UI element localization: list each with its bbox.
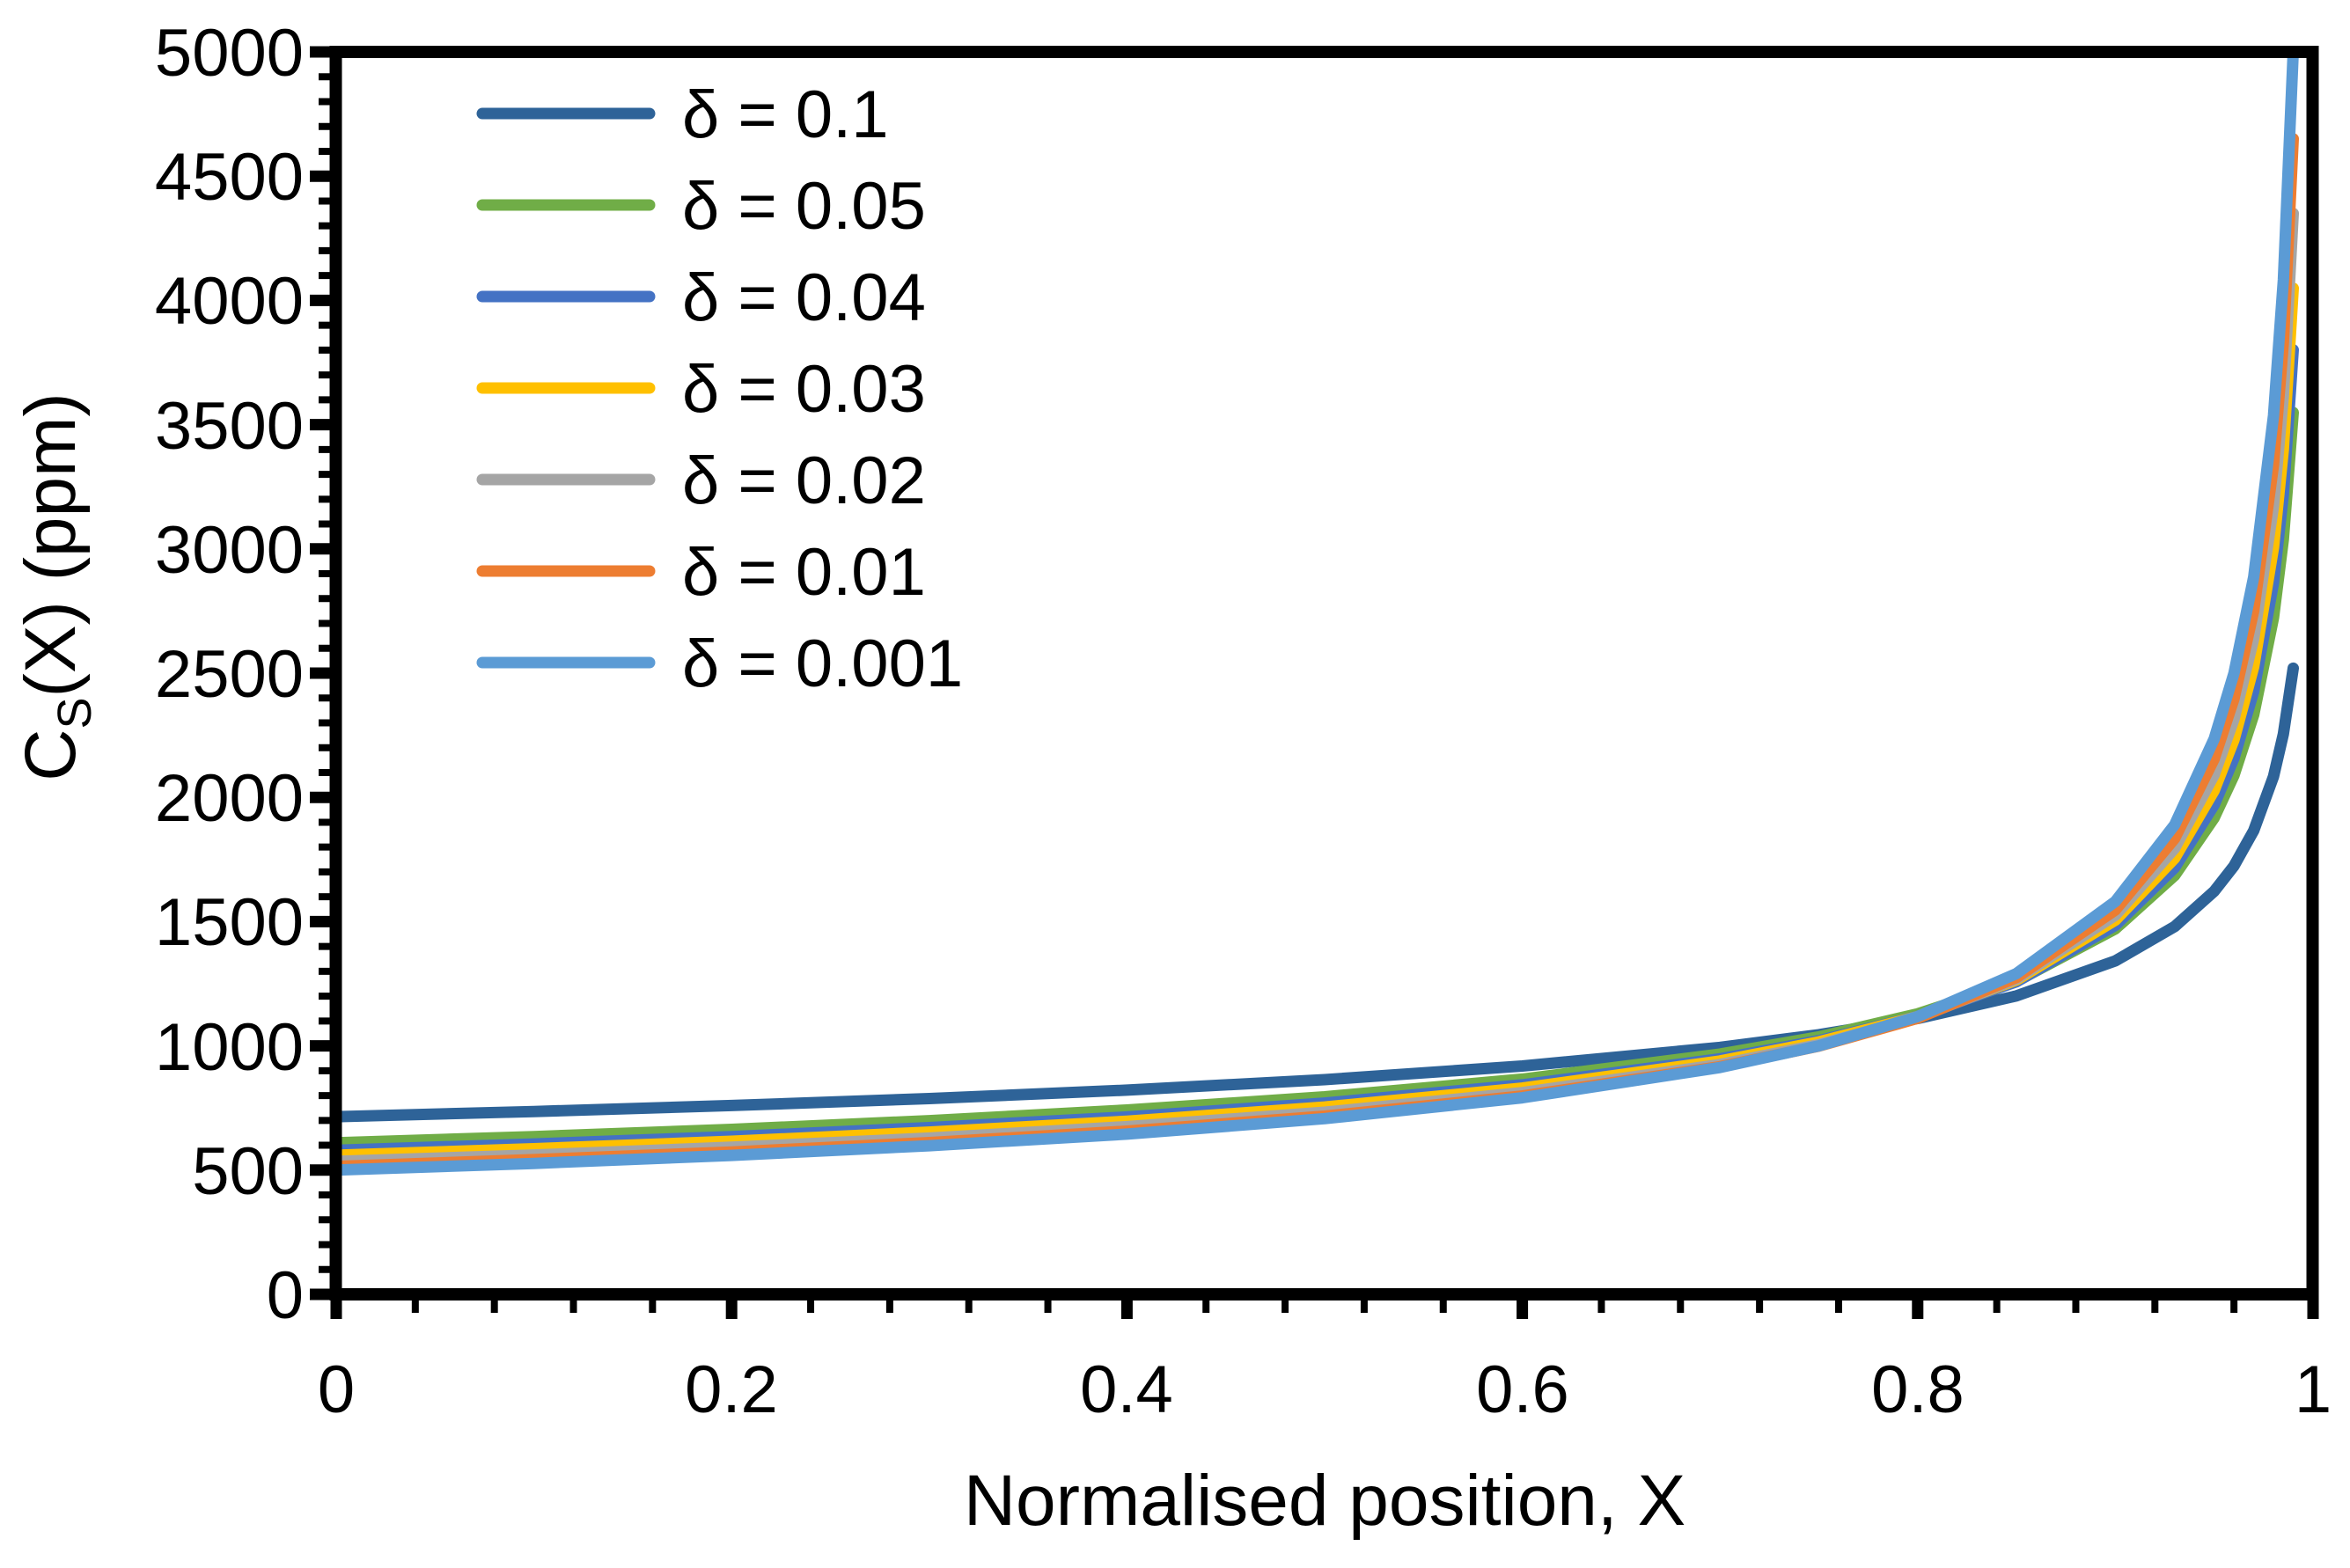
series-line-delta-0.03 — [330, 282, 2299, 1161]
y-axis-title-rest: (X) (ppm) — [11, 392, 91, 697]
y-tick-label: 0 — [267, 1258, 304, 1333]
x-tick-label: 0 — [318, 1352, 355, 1427]
y-tick-label: 2000 — [155, 761, 304, 836]
y-axis-tick-labels: 0 500 1000 1500 2000 2500 3000 3500 4000… — [155, 16, 304, 1333]
y-tick-label: 2500 — [155, 637, 304, 712]
legend-label: δ = 0.1 — [682, 77, 889, 152]
legend-label: δ = 0.05 — [682, 169, 926, 244]
y-tick-label: 4500 — [155, 140, 304, 215]
plot-border — [329, 46, 2319, 1301]
x-tick-label: 0.6 — [1476, 1352, 1569, 1427]
legend-label: δ = 0.01 — [682, 535, 926, 610]
y-tick-label: 3500 — [155, 389, 304, 464]
series-line-delta-0.05 — [330, 407, 2299, 1149]
series-line-delta-0.02 — [330, 208, 2299, 1168]
series-lines — [330, 46, 2299, 1176]
y-axis-title: CS(X) (ppm) — [11, 392, 101, 780]
legend-label: δ = 0.04 — [682, 260, 926, 335]
series-line-delta-0.04 — [330, 344, 2299, 1156]
x-tick-label: 0.2 — [685, 1352, 778, 1427]
y-tick-label: 500 — [192, 1134, 304, 1209]
x-axis-tick-labels: 0 0.2 0.4 0.6 0.8 1 — [318, 1352, 2332, 1427]
y-tick-label: 5000 — [155, 16, 304, 91]
y-axis-title-subscript: S — [48, 697, 101, 729]
y-tick-label: 1500 — [155, 885, 304, 960]
x-tick-label: 1 — [2295, 1352, 2332, 1427]
legend: δ = 0.1 δ = 0.05 δ = 0.04 δ = 0.03 δ = 0… — [476, 77, 963, 701]
y-tick-label: 4000 — [155, 264, 304, 339]
y-tick-label: 1000 — [155, 1010, 304, 1085]
y-axis-title-main: C — [11, 729, 91, 781]
legend-label: δ = 0.001 — [682, 626, 963, 701]
series-line-delta-0.1 — [330, 662, 2299, 1123]
y-tick-label: 3000 — [155, 513, 304, 588]
legend-label: δ = 0.02 — [682, 443, 926, 518]
legend-label: δ = 0.03 — [682, 352, 926, 427]
x-tick-label: 0.8 — [1871, 1352, 1964, 1427]
x-axis-title: Normalised position, X — [964, 1461, 1685, 1541]
series-line-delta-0.001 — [330, 46, 2299, 1176]
x-tick-label: 0.4 — [1080, 1352, 1173, 1427]
